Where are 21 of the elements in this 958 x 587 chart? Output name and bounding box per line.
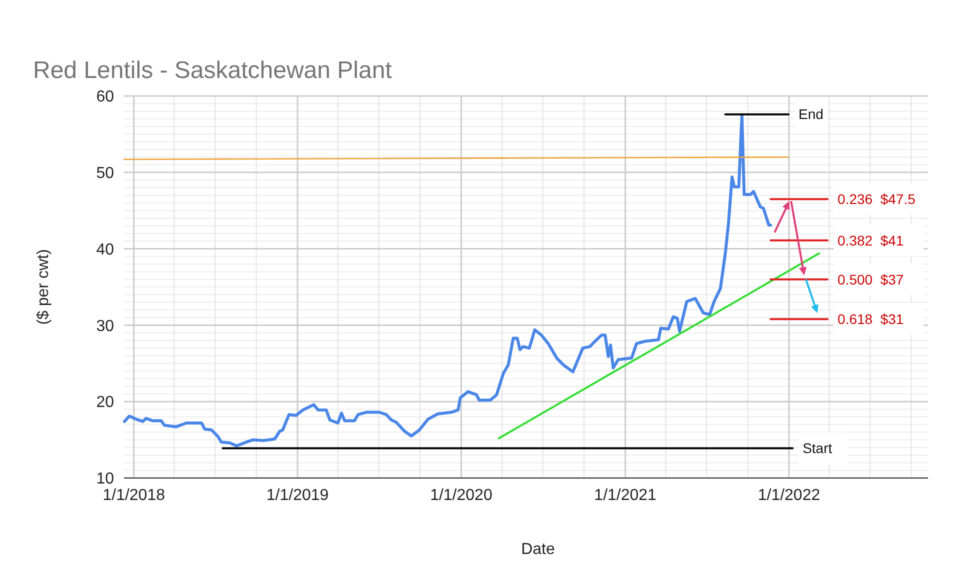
x-tick-label: 1/1/2018 [102,487,166,504]
series-label: 0.500 $37 [838,271,904,288]
y-tick-label: 50 [96,165,114,182]
y-tick-label: 20 [96,394,114,412]
line-series [122,114,772,448]
y-tick-label: 10 [96,470,114,488]
x-tick-label: 1/1/2020 [430,487,492,504]
chart-title: Red Lentils - Saskatchewan Plant [33,57,392,84]
x-axis-title: Date [521,541,555,558]
series-label: End [798,106,824,122]
y-tick-label: 40 [96,241,114,258]
series-label: 0.236 $47.5 [838,191,916,208]
x-tick-label: 1/1/2021 [594,487,657,504]
y-axis-title: ($ per cwt) [35,249,52,325]
y-tick-label: 60 [96,88,114,106]
y-tick-label: 30 [96,318,114,335]
series-label: 0.382 $41 [838,232,904,248]
x-tick-label: 1/1/2022 [758,487,820,504]
series-label: 0.618 $31 [838,310,904,327]
x-tick-label: 1/1/2019 [266,487,329,504]
series-label: Start [802,440,832,456]
